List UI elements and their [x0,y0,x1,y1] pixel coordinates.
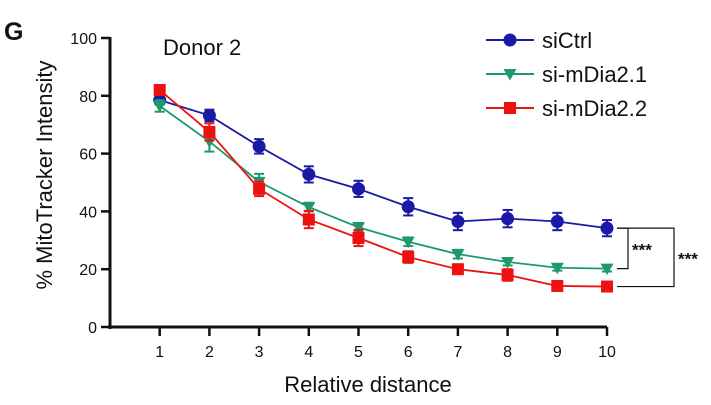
data-point [302,213,315,226]
legend-entry: siCtrl [486,28,592,53]
legend-entry: si-mDia2.2 [486,96,647,121]
axes: 0 20 40 60 80 100 1 2 3 4 5 6 7 8 9 10 [70,31,616,361]
y-axis-label: % MitoTracker Intensity [32,60,57,289]
data-point [550,262,564,275]
x-tick-label: 4 [304,344,313,361]
significance-label: *** [678,249,698,268]
x-tick-label: 6 [404,344,413,361]
data-point [451,215,465,229]
data-point [451,249,465,261]
x-tick-label: 9 [553,344,562,361]
series-sictrl [153,93,614,238]
legend-label: si-mDia2.2 [542,96,647,121]
y-tick-label: 40 [79,204,97,221]
data-point [352,231,365,244]
legend-marker [504,102,516,114]
y-tick-label: 100 [70,31,97,48]
x-tick-label: 5 [354,344,363,361]
legend-label: si-mDia2.1 [542,62,647,87]
data-point [302,202,316,214]
series-line [159,89,608,288]
series-si-mdia2-2 [153,84,613,293]
series-layer [153,84,614,293]
y-tick-label: 60 [79,147,97,164]
x-tick-label: 1 [155,344,164,361]
bracket-line [617,227,675,288]
y-tick-label: 20 [79,262,97,279]
data-point [501,268,514,281]
series-line [159,99,608,230]
significance-bracket: *** [617,227,698,288]
data-point [352,182,365,196]
x-tick-label: 7 [453,344,462,361]
data-point [401,200,415,214]
significance-label: *** [632,240,652,259]
data-point [601,280,613,293]
data-point [153,100,167,113]
data-point [203,125,216,138]
data-point [401,236,415,249]
panel-label: G [4,18,23,46]
series-si-mdia2-1 [153,99,614,276]
data-point [352,222,365,234]
legend-entry: si-mDia2.1 [486,62,647,87]
legend: siCtrl si-mDia2.1 si-mDia2.2 [486,28,647,121]
data-point [451,263,464,276]
significance-bracket: *** [617,227,652,270]
data-point [302,167,316,181]
data-point [402,251,415,264]
data-point [202,136,216,148]
significance-annotations: *** *** [617,227,698,288]
legend-marker [503,69,517,81]
data-point [501,212,515,226]
x-tick-label: 3 [255,344,264,361]
data-point [501,256,515,269]
legend-marker [503,33,517,47]
data-point [153,84,166,97]
data-point [253,182,266,195]
bracket-line [617,227,629,270]
x-axis-label: Relative distance [284,372,452,397]
series-line [159,105,608,270]
data-point [550,215,564,229]
legend-label: siCtrl [542,28,592,53]
x-tick-label: 2 [205,344,214,361]
y-tick-label: 80 [79,89,97,106]
data-point [202,108,216,122]
data-point [252,139,266,153]
x-tick-label: 10 [598,344,616,361]
data-point [600,221,614,235]
x-tick-label: 8 [503,344,512,361]
chart-title: Donor 2 [163,35,241,60]
data-point [600,263,614,276]
y-tick-label: 0 [88,320,97,337]
data-point [551,279,564,292]
